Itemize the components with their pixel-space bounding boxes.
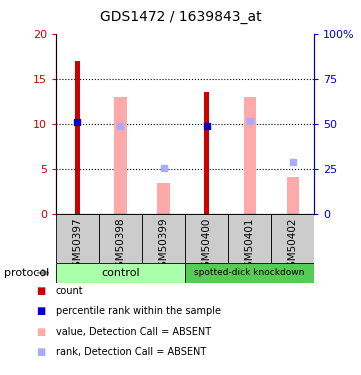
- Bar: [75, 61, 80, 214]
- Bar: [204, 92, 209, 214]
- Text: value, Detection Call = ABSENT: value, Detection Call = ABSENT: [56, 327, 211, 337]
- Bar: [244, 97, 256, 214]
- Text: GSM50400: GSM50400: [201, 217, 212, 274]
- Bar: [56, 214, 99, 262]
- Text: GDS1472 / 1639843_at: GDS1472 / 1639843_at: [100, 10, 261, 24]
- Text: control: control: [101, 268, 140, 278]
- Text: spotted-dick knockdown: spotted-dick knockdown: [194, 268, 305, 278]
- Bar: [142, 214, 185, 262]
- Bar: [228, 214, 271, 262]
- Text: ■: ■: [36, 306, 45, 316]
- Bar: [271, 214, 314, 262]
- Text: GSM50398: GSM50398: [116, 217, 126, 274]
- Text: percentile rank within the sample: percentile rank within the sample: [56, 306, 221, 316]
- Text: rank, Detection Call = ABSENT: rank, Detection Call = ABSENT: [56, 348, 206, 357]
- Text: GSM50397: GSM50397: [73, 217, 82, 274]
- Bar: [185, 214, 228, 262]
- Bar: [157, 183, 170, 214]
- Bar: [287, 177, 299, 214]
- Text: ■: ■: [36, 327, 45, 337]
- Text: GSM50399: GSM50399: [158, 217, 169, 274]
- Text: GSM50402: GSM50402: [288, 217, 297, 274]
- Text: ■: ■: [36, 286, 45, 296]
- Bar: [114, 97, 126, 214]
- Text: ■: ■: [36, 348, 45, 357]
- Text: GSM50401: GSM50401: [244, 217, 255, 274]
- Text: protocol: protocol: [4, 268, 49, 278]
- Bar: [56, 262, 185, 283]
- Bar: [99, 214, 142, 262]
- Bar: [185, 262, 314, 283]
- Text: count: count: [56, 286, 84, 296]
